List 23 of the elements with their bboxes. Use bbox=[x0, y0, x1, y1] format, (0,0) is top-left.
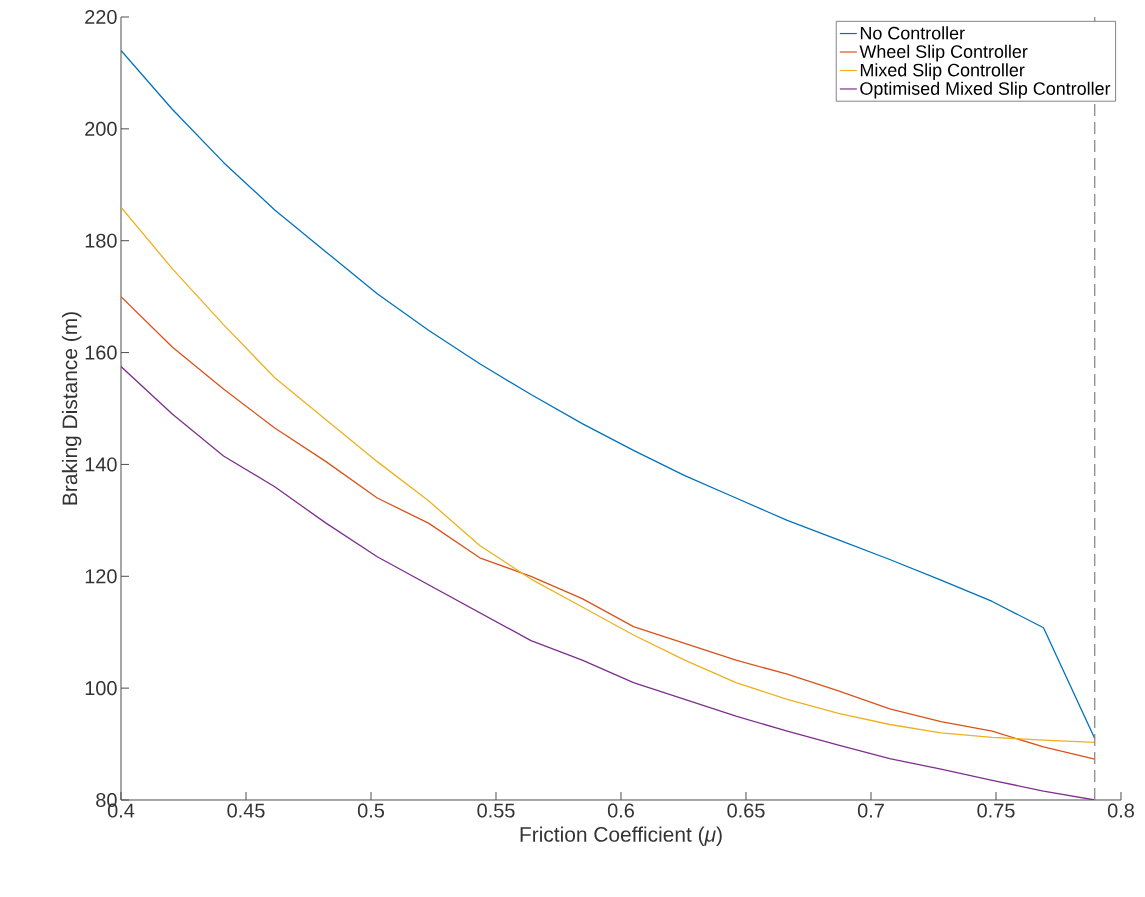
line-series bbox=[121, 295, 1096, 760]
y-axis-title: Braking Distance (m) bbox=[61, 312, 82, 505]
y-tick-label: 180 bbox=[85, 233, 117, 248]
legend-label: Optimised Mixed Slip Controller bbox=[860, 81, 1111, 99]
y-tick-label: 100 bbox=[85, 681, 117, 696]
x-tick-label: 0.55 bbox=[477, 803, 515, 818]
y-tick-label: 120 bbox=[85, 569, 117, 584]
x-tick-label: 0.5 bbox=[357, 803, 385, 818]
line-series bbox=[121, 206, 1096, 744]
y-tick-label: 200 bbox=[85, 121, 117, 136]
x-axis-title: Friction Coefficient (μ) bbox=[520, 826, 722, 846]
y-tick-label: 140 bbox=[85, 457, 117, 472]
legend-label: Wheel Slip Controller bbox=[859, 44, 1028, 62]
legend-label: Mixed Slip Controller bbox=[860, 63, 1025, 80]
x-tick-label: 0.65 bbox=[727, 803, 765, 818]
x-tick-label: 0.6 bbox=[607, 803, 634, 818]
y-tick-label: 160 bbox=[85, 345, 117, 360]
x-tick-label: 0.45 bbox=[227, 803, 265, 818]
y-tick-label: 220 bbox=[85, 9, 117, 25]
x-tick-label: 0.75 bbox=[977, 803, 1015, 818]
x-tick-label: 0.8 bbox=[1107, 803, 1134, 818]
x-tick-label: 0.7 bbox=[857, 803, 884, 818]
legend-label: No Controller bbox=[860, 26, 965, 40]
